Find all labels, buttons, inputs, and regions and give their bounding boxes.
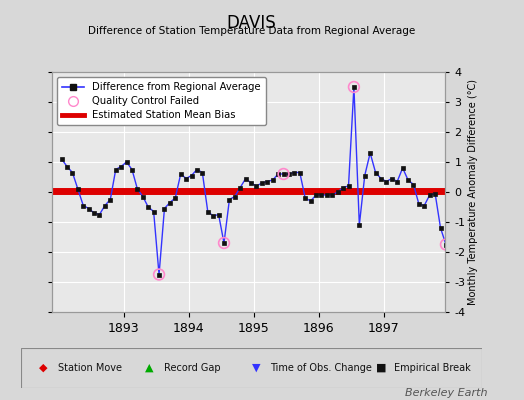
Point [442,241,450,248]
Text: Empirical Break: Empirical Break [395,363,471,373]
Text: Time of Obs. Change: Time of Obs. Change [270,363,372,373]
Text: ◆: ◆ [39,363,48,373]
Point [220,240,228,246]
Text: ■: ■ [376,363,387,373]
Point [155,271,163,278]
Y-axis label: Monthly Temperature Anomaly Difference (°C): Monthly Temperature Anomaly Difference (… [468,79,478,305]
Text: ▲: ▲ [146,363,154,373]
Point [350,84,358,90]
Text: Berkeley Earth: Berkeley Earth [405,388,487,398]
Text: Difference of Station Temperature Data from Regional Average: Difference of Station Temperature Data f… [88,26,415,36]
FancyBboxPatch shape [21,348,482,388]
Text: ▼: ▼ [252,363,260,373]
Text: Station Move: Station Move [58,363,122,373]
Text: Record Gap: Record Gap [164,363,221,373]
Text: DAVIS: DAVIS [227,14,276,32]
Point [279,171,288,177]
Legend: Difference from Regional Average, Quality Control Failed, Estimated Station Mean: Difference from Regional Average, Qualit… [58,77,266,125]
